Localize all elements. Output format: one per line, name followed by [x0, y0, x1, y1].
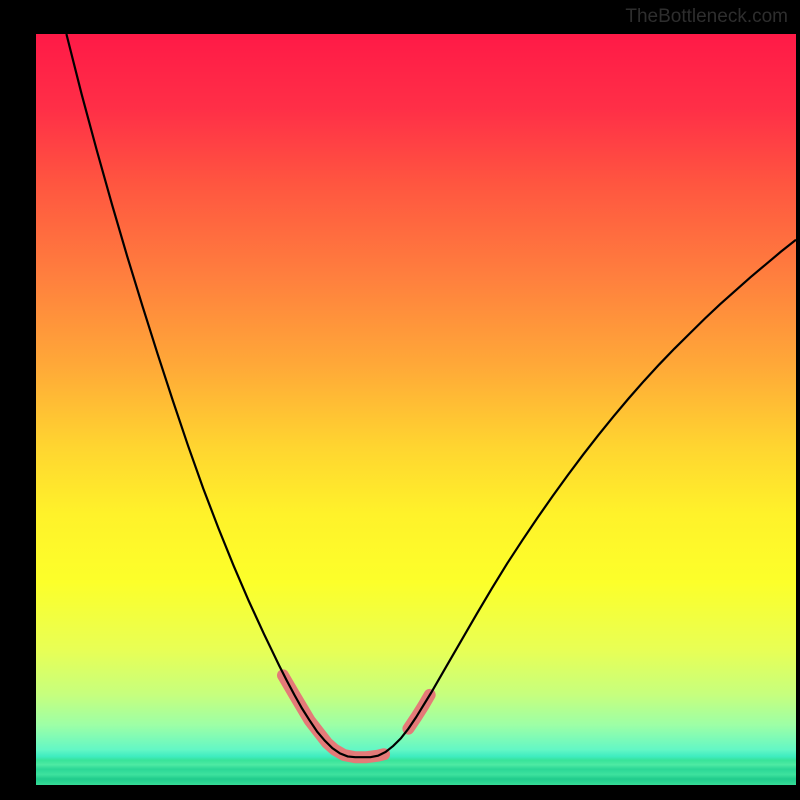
- watermark-text: TheBottleneck.com: [625, 6, 788, 28]
- chart-container: TheBottleneck.com: [0, 0, 800, 800]
- plot-svg: [36, 34, 796, 785]
- plot-area: [36, 34, 796, 785]
- gradient-background: [36, 34, 796, 785]
